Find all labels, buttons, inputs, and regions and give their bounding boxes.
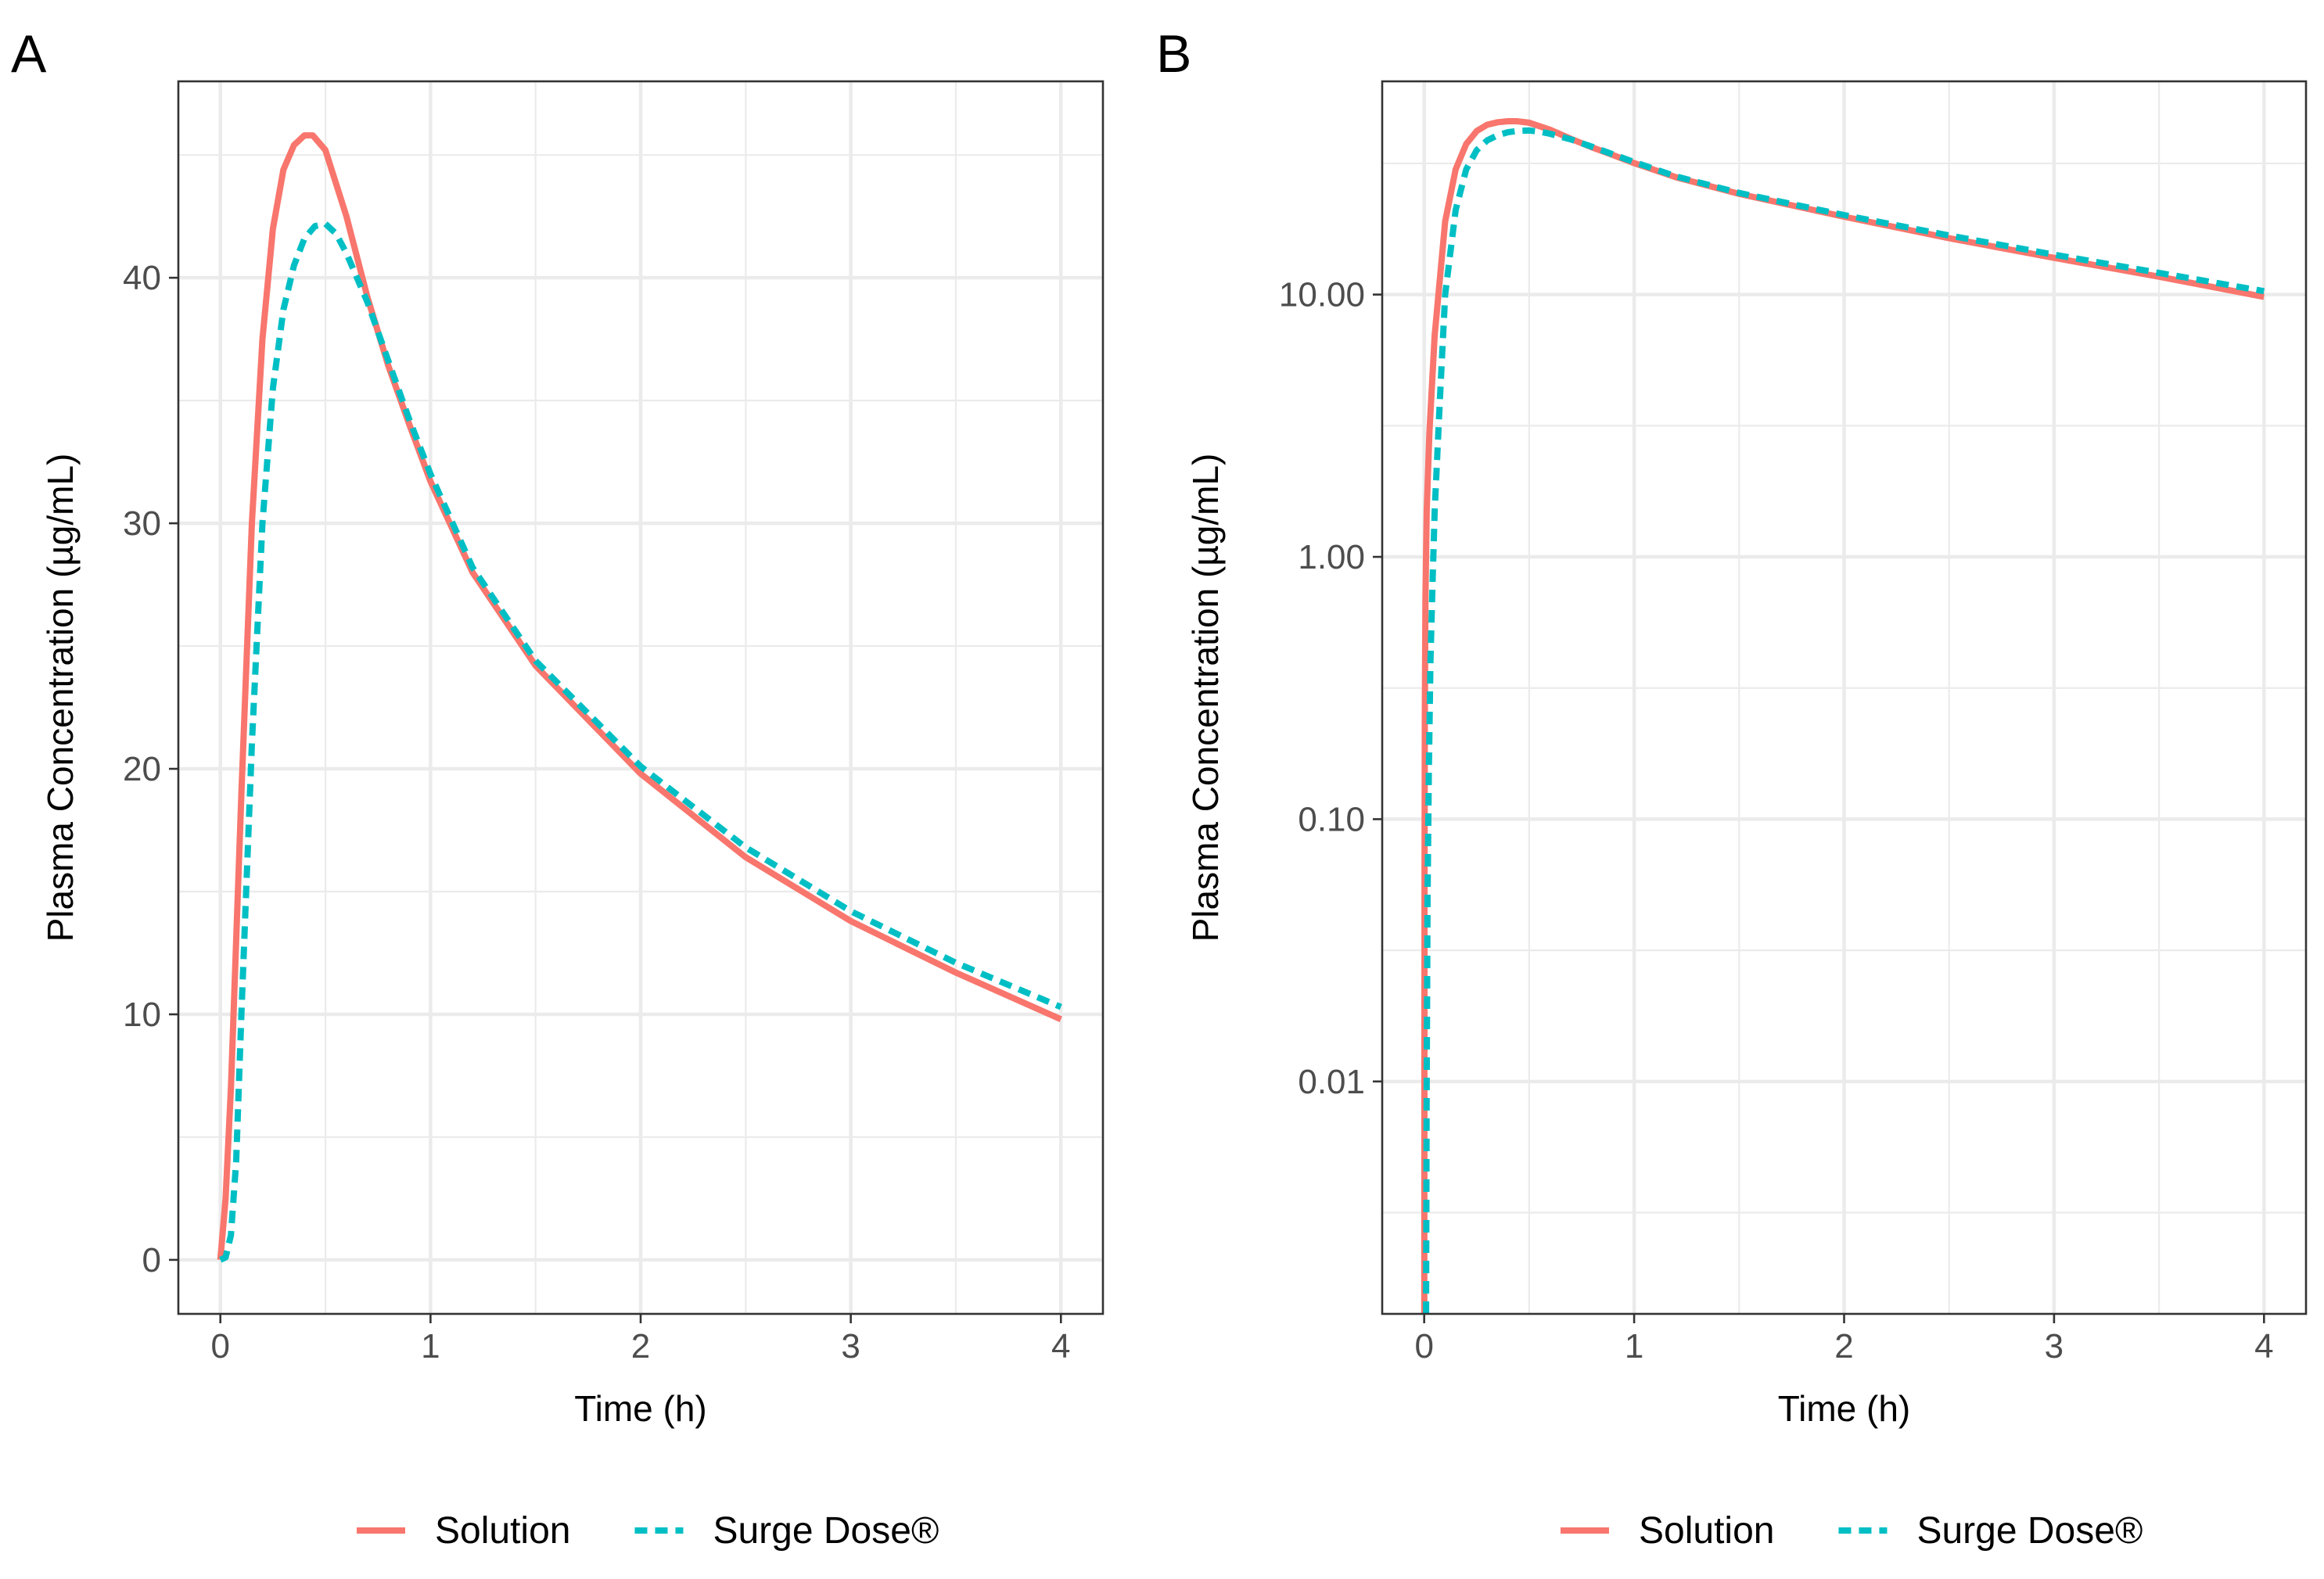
series-lines bbox=[217, 132, 1062, 1263]
x-axis-title: Time (h) bbox=[574, 1388, 707, 1429]
y-tick-label: 10 bbox=[123, 996, 161, 1034]
legend: Solution Surge Dose® bbox=[357, 1510, 939, 1552]
x-tick-label: 3 bbox=[2045, 1327, 2064, 1365]
x-tick-label: 2 bbox=[631, 1327, 650, 1365]
legend-label: Solution bbox=[1639, 1510, 1774, 1552]
x-tick-label: 4 bbox=[1051, 1327, 1070, 1365]
chart-panel-b: B 0 1 2 3 4 0.01 0.10 1.00 10.00 Time (h) Plasma Co… bbox=[1156, 24, 2308, 1552]
x-axis-title: Time (h) bbox=[1778, 1388, 1911, 1429]
series-line-surge-dose bbox=[1423, 127, 2265, 1314]
x-tick-label: 0 bbox=[1414, 1327, 1433, 1365]
y-tick-label: 10.00 bbox=[1279, 276, 1365, 314]
legend-label: Surge Dose® bbox=[1916, 1510, 2143, 1552]
gridlines bbox=[1382, 81, 2306, 1314]
y-tick-label: 0.10 bbox=[1298, 800, 1365, 838]
series-line-solution bbox=[217, 132, 1062, 1261]
panel-label: A bbox=[11, 24, 47, 84]
x-tick-label: 2 bbox=[1834, 1327, 1853, 1365]
series-line-surge-dose bbox=[219, 221, 1062, 1263]
legend-label: Solution bbox=[435, 1510, 570, 1552]
x-tick-label: 1 bbox=[1625, 1327, 1643, 1365]
x-tick-label: 0 bbox=[210, 1327, 229, 1365]
y-tick-label: 30 bbox=[123, 504, 161, 543]
x-tick-label: 1 bbox=[421, 1327, 440, 1365]
y-tick-label: 0 bbox=[142, 1241, 161, 1279]
y-tick-label: 40 bbox=[123, 259, 161, 297]
legend: Solution Surge Dose® bbox=[1561, 1510, 2143, 1552]
y-axis-title: Plasma Concentration (µg/mL) bbox=[40, 454, 81, 942]
x-tick-label: 3 bbox=[841, 1327, 860, 1365]
y-tick-label: 1.00 bbox=[1298, 538, 1365, 576]
y-tick-label: 20 bbox=[123, 750, 161, 788]
series-line-solution bbox=[1421, 118, 2265, 1314]
y-tick-label: 0.01 bbox=[1298, 1063, 1365, 1101]
y-axis-title: Plasma Concentration (µg/mL) bbox=[1185, 454, 1226, 942]
gridlines bbox=[178, 81, 1103, 1314]
panel-label: B bbox=[1156, 24, 1191, 84]
x-tick-label: 4 bbox=[2254, 1327, 2273, 1365]
series-lines bbox=[1421, 118, 2265, 1314]
legend-label: Surge Dose® bbox=[713, 1510, 939, 1552]
